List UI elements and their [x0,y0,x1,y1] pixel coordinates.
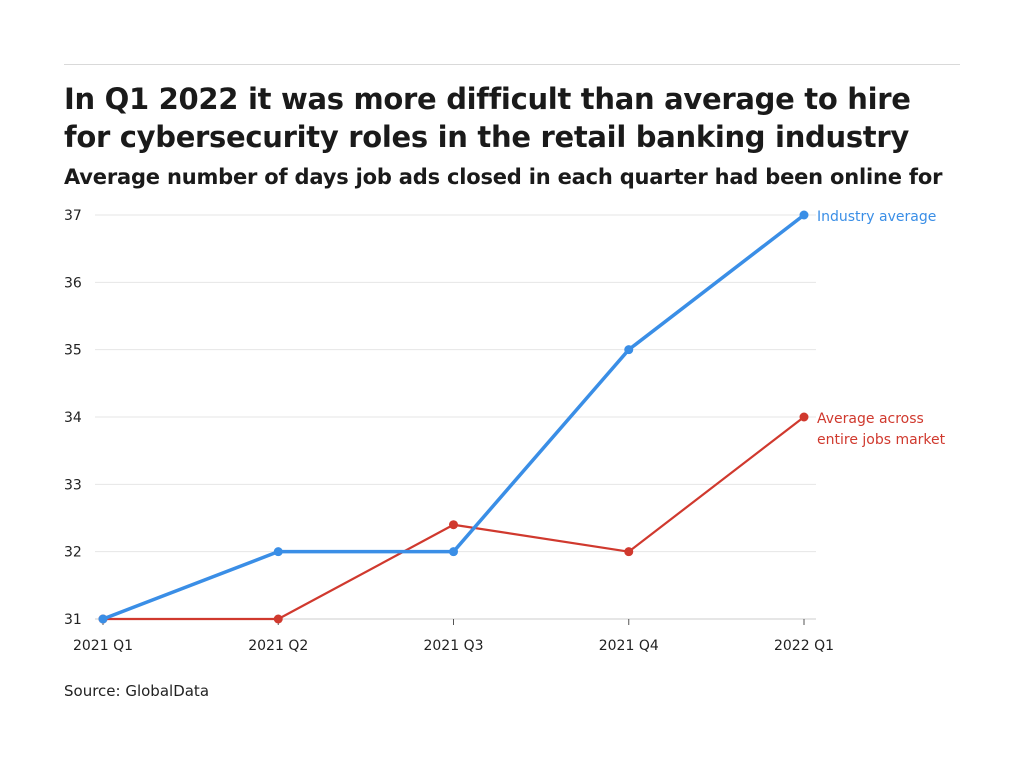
x-tick-label: 2021 Q3 [423,638,483,654]
y-tick-label: 33 [64,477,82,493]
series-label: Average across [817,411,924,427]
data-point [449,520,458,530]
y-tick-label: 37 [64,208,82,224]
top-rule [64,64,960,65]
data-point [449,547,458,557]
y-tick-label: 35 [64,343,82,359]
data-point [273,614,283,624]
y-tick-label: 32 [64,545,82,561]
source-note: Source: GlobalData [64,682,210,700]
series-label: entire jobs market [817,432,946,448]
data-point [799,210,809,220]
x-tick-label: 2021 Q2 [248,638,308,654]
data-point [799,412,809,422]
data-point [273,547,283,557]
x-tick-label: 2021 Q4 [599,638,659,654]
x-tick-label: 2021 Q1 [73,638,133,654]
y-tick-label: 34 [64,410,82,426]
data-point [624,345,634,355]
chart-title: In Q1 2022 it was more difficult than av… [64,82,911,154]
series-line-market [103,416,805,621]
x-tick-label: 2022 Q1 [774,638,834,654]
data-point [98,614,108,624]
series-label: Industry average [817,209,936,225]
data-point [624,547,634,557]
chart-subtitle: Average number of days job ads closed in… [64,165,943,189]
y-tick-label: 31 [64,612,82,628]
y-tick-label: 36 [64,275,82,291]
